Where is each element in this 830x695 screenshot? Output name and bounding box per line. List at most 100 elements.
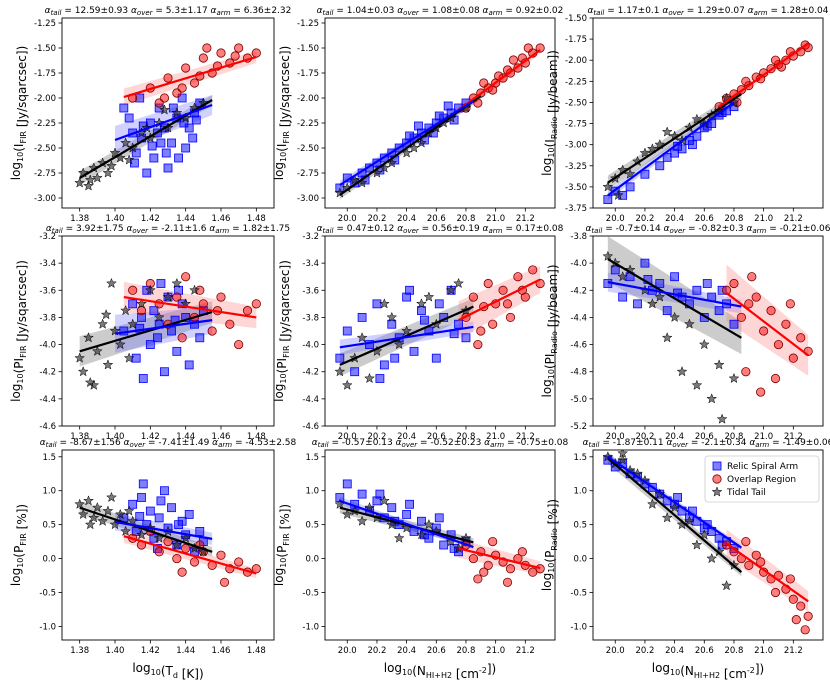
marker-star <box>684 515 695 526</box>
x-tick-label: 21.2 <box>516 646 535 656</box>
marker-circle <box>785 299 795 309</box>
marker-circle <box>508 55 519 65</box>
y-tick-label: -3.00 <box>34 194 56 204</box>
marker-circle <box>202 43 212 53</box>
x-axis-label: log10(NHI+H2 [cm-2]) <box>652 661 765 681</box>
marker-star <box>639 147 651 158</box>
y-tick-label: -1.75 <box>565 35 587 45</box>
marker-circle <box>513 272 523 282</box>
panel-r3c3: αtail = -1.87±0.11 αover = -2.1±0.34 αar… <box>540 438 830 681</box>
marker-circle <box>505 312 516 323</box>
x-tick-label: 21.2 <box>784 646 803 656</box>
y-axis-label: log10(PFIR [%]) <box>272 504 292 586</box>
fit-line-tail <box>339 305 474 366</box>
marker-circle <box>528 265 538 275</box>
marker-star <box>127 515 139 526</box>
x-tick-label: 20.2 <box>635 214 654 224</box>
marker-circle <box>177 333 187 343</box>
marker-square <box>188 133 198 143</box>
axes-frame <box>592 235 824 427</box>
marker-square <box>461 333 471 343</box>
marker-star <box>453 542 464 554</box>
marker-circle <box>483 560 493 570</box>
marker-circle <box>216 550 226 560</box>
marker-star <box>120 304 132 316</box>
axes-frame <box>61 17 275 209</box>
marker-square <box>147 141 157 151</box>
y-tick-label: -5.2 <box>570 422 587 432</box>
marker-square <box>414 121 423 131</box>
marker-star <box>114 508 126 520</box>
marker-star <box>661 332 673 343</box>
fit-line-tail <box>339 95 482 196</box>
marker-star <box>416 529 427 540</box>
marker-circle <box>528 567 538 577</box>
marker-star <box>102 505 114 516</box>
y-tick-label: -3.8 <box>570 232 587 242</box>
panel-r1c2: αtail = 1.04±0.03 αover = 1.08±0.08 αarm… <box>272 6 563 224</box>
marker-star <box>654 488 666 499</box>
marker-star <box>84 376 96 388</box>
marker-star <box>91 501 103 513</box>
y-tick-label: -1.0 <box>570 622 587 632</box>
marker-circle <box>468 292 478 302</box>
y-tick-label: -2.00 <box>297 94 319 104</box>
marker-square <box>357 313 367 322</box>
x-tick-label: 21.2 <box>516 214 535 224</box>
fit-line-over <box>123 535 257 575</box>
marker-circle <box>159 93 170 103</box>
y-tick-label: -0.5 <box>570 589 587 599</box>
marker-star <box>180 532 192 543</box>
marker-square <box>174 153 184 163</box>
x-tick-label: 20.4 <box>665 432 684 442</box>
marker-star <box>102 167 114 178</box>
y-tick-label: -4.4 <box>302 395 319 405</box>
y-tick-label: -1.50 <box>297 44 319 54</box>
y-axis-label: log10(IFIR [Jy/sqarcsec]) <box>9 46 29 181</box>
marker-square <box>128 499 138 509</box>
marker-star <box>691 539 703 550</box>
marker-square <box>142 168 152 178</box>
x-axis-label: log10(NHI+H2 [cm-2]) <box>384 661 497 681</box>
marker-star <box>646 298 658 309</box>
marker-square <box>390 353 400 363</box>
marker-square <box>420 315 429 325</box>
y-tick-label: -0.5 <box>39 589 56 599</box>
legend-label-arm: Relic Spiral Arm <box>727 462 798 472</box>
fit-line-over <box>718 42 809 108</box>
y-tick-label: -1.75 <box>34 69 56 79</box>
marker-circle <box>523 43 533 53</box>
marker-circle <box>796 601 806 611</box>
marker-star <box>602 250 614 261</box>
fit-line-arm <box>114 520 213 540</box>
marker-square <box>662 306 672 316</box>
marker-circle <box>234 43 244 53</box>
marker-circle <box>785 574 795 584</box>
y-tick-label: -1.50 <box>565 14 587 24</box>
x-axis-label: log10(Td [K]) <box>132 661 203 681</box>
marker-star <box>97 515 109 526</box>
marker-star <box>617 454 629 465</box>
marker-square <box>640 169 650 179</box>
marker-star <box>153 532 165 543</box>
marker-square <box>417 306 426 316</box>
marker-star <box>74 177 86 188</box>
fit-band-over <box>123 281 257 329</box>
marker-star <box>684 318 695 329</box>
fit-line-over <box>123 295 257 319</box>
fit-line-over <box>457 49 541 111</box>
marker-square <box>195 333 205 343</box>
marker-square <box>434 111 444 121</box>
fit-line-over <box>725 542 809 603</box>
marker-square <box>670 272 680 282</box>
marker-star <box>83 180 94 191</box>
y-axis-label: log10(PIFIR [Jy/sqarcsec]) <box>272 260 292 402</box>
y-tick-label: -4.4 <box>570 313 587 323</box>
marker-star <box>334 365 346 377</box>
y-tick-label: -4.2 <box>39 368 56 378</box>
y-axis-label: log10(PIFIR [Jy/sqarcsec]) <box>9 260 29 402</box>
marker-circle <box>788 594 798 604</box>
marker-square <box>387 319 397 329</box>
marker-circle <box>721 285 732 295</box>
marker-circle <box>172 292 182 302</box>
